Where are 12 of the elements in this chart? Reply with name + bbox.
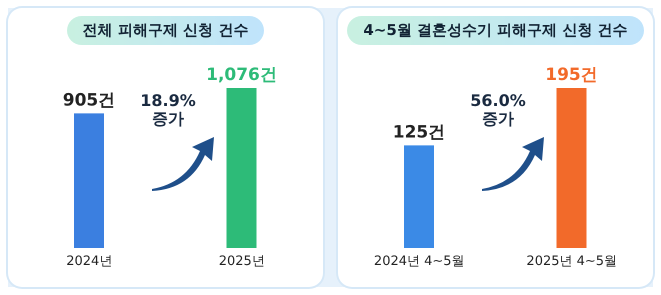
x-tick-label: 2024년 xyxy=(66,254,112,270)
annotation: 18.9% 증가 xyxy=(139,91,197,128)
chart-title: 4~5월 결혼성수기 피해구제 신청 건수 xyxy=(347,16,644,45)
chart-title: 전체 피해구제 신청 건수 xyxy=(66,16,264,45)
data-label: 1,076건 xyxy=(206,65,277,85)
data-label: 125건 xyxy=(392,122,446,142)
data-label: 905건 xyxy=(62,90,116,110)
x-tick-label: 2025년 4~5월 xyxy=(526,254,618,270)
annotation: 56.0% 증가 xyxy=(469,91,527,128)
x-tick-label: 2024년 4~5월 xyxy=(374,254,465,270)
x-tick-label: 2025년 xyxy=(218,254,265,270)
data-label: 195건 xyxy=(545,65,598,85)
